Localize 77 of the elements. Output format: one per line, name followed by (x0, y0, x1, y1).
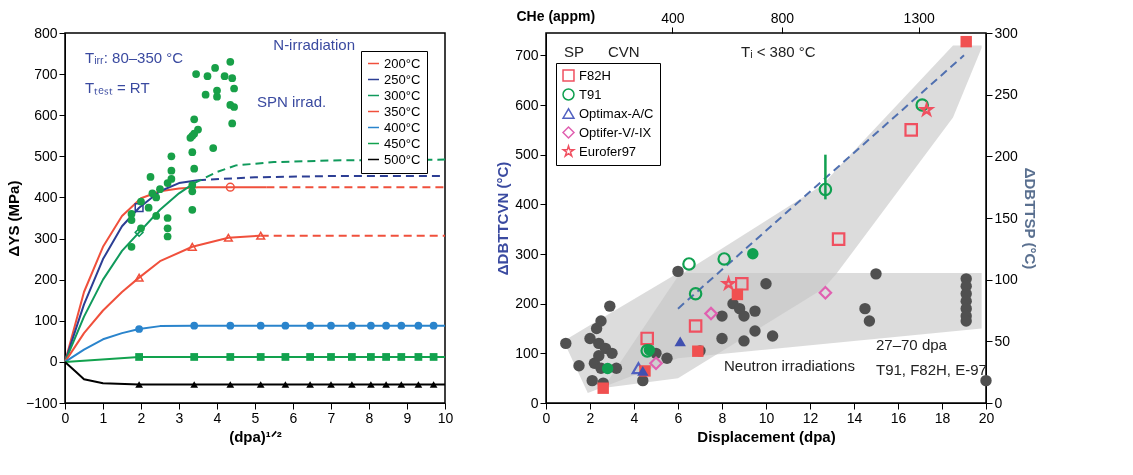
y-axis-title: ΔYS (MPa) (4, 180, 22, 257)
annotation: Neutron irradiations (724, 357, 855, 374)
y-tick-label: 700 (515, 46, 539, 63)
x-tick-label: 4 (630, 409, 639, 426)
y-tick-label: 500 (515, 146, 539, 163)
x-tick-label: 1 (99, 409, 108, 426)
legend-label: 350°C (384, 103, 421, 119)
y-axis-title: ΔDBTTCVN (°C) (494, 161, 512, 276)
annotation: Tₜₑₛₜ = RT (85, 79, 150, 96)
y2-tick-label: 200 (994, 147, 1019, 164)
x-tick-label: 2 (137, 409, 146, 426)
x-tick-label: 12 (802, 409, 819, 426)
x-tick-label: 20 (978, 409, 995, 426)
x-tick-label: 9 (403, 409, 412, 426)
y2-axis-title: ΔDBTTSP (°C) (1021, 167, 1039, 270)
y-tick-label: 300 (34, 230, 58, 247)
legend-label: T91 (579, 86, 602, 102)
x-tick-label: 8 (718, 409, 727, 426)
legend-label: 300°C (384, 87, 421, 103)
x-tick-label: 8 (365, 409, 374, 426)
annotation: CVN (608, 43, 640, 60)
y-tick-label: 800 (34, 24, 58, 41)
annotation: Tᵢᵣᵣ: 80–350 °C (85, 49, 184, 66)
y-tick-label: 600 (34, 106, 58, 123)
x-tick-label: 4 (213, 409, 222, 426)
legend-label: Optimax-A/C (579, 105, 654, 121)
x-axis-title: (dpa)¹ᐟ² (229, 427, 282, 445)
annotation: SP (564, 43, 585, 60)
legend-label: Eurofer97 (579, 143, 637, 159)
y2-tick-label: 100 (994, 271, 1019, 288)
y-tick-label: 0 (49, 353, 58, 370)
x-tick-label: 10 (437, 409, 454, 426)
y2-tick-label: 50 (994, 332, 1011, 349)
x2-tick-label: 400 (661, 9, 685, 26)
y-tick-label: 600 (515, 96, 539, 113)
y-tick-label: 300 (515, 245, 539, 262)
y-tick-label: 200 (34, 271, 58, 288)
y-tick-label: 700 (34, 65, 58, 82)
x-axis-title: Displacement (dpa) (697, 427, 836, 445)
x2-tick-label: 800 (770, 9, 795, 26)
y-tick-label: 400 (34, 188, 58, 205)
x-tick-label: 2 (586, 409, 595, 426)
annotation: SPN irrad. (257, 93, 327, 110)
y2-tick-label: 0 (994, 394, 1003, 411)
legend-label: 250°C (384, 71, 421, 87)
x-tick-label: 0 (61, 409, 70, 426)
annotation: N-irradiation (273, 36, 355, 53)
legend-label: Optifer-V/-IX (579, 124, 652, 140)
x-tick-label: 5 (251, 409, 260, 426)
x-tick-label: 6 (289, 409, 298, 426)
y2-tick-label: 300 (994, 24, 1019, 41)
x-tick-label: 0 (542, 409, 551, 426)
y-tick-label: 500 (34, 147, 58, 164)
x-tick-label: 14 (846, 409, 863, 426)
legend-label: 450°C (384, 135, 421, 151)
x-tick-label: 6 (674, 409, 683, 426)
x-tick-label: 18 (934, 409, 951, 426)
x-tick-label: 3 (175, 409, 184, 426)
x2-tick-label: 1300 (903, 9, 935, 26)
y2-tick-label: 150 (994, 209, 1019, 226)
legend-label: 200°C (384, 55, 421, 71)
x2-axis-title: CHe (appm) (516, 7, 596, 24)
legend-label: F82H (579, 67, 611, 83)
x-tick-label: 7 (327, 409, 336, 426)
y-tick-label: 100 (34, 312, 58, 329)
annotation: Tᵢ < 380 °C (741, 43, 816, 60)
y-tick-label: 0 (530, 394, 539, 411)
annotation: 27–70 dpa (876, 336, 948, 353)
y-tick-label: −100 (25, 394, 58, 411)
y-tick-label: 400 (515, 195, 539, 212)
legend-label: 500°C (384, 151, 421, 167)
y2-tick-label: 250 (994, 86, 1019, 103)
y-tick-label: 200 (515, 295, 539, 312)
x-tick-label: 10 (758, 409, 775, 426)
legend-label: 400°C (384, 119, 421, 135)
x-tick-label: 16 (890, 409, 907, 426)
y-tick-label: 100 (515, 344, 539, 361)
